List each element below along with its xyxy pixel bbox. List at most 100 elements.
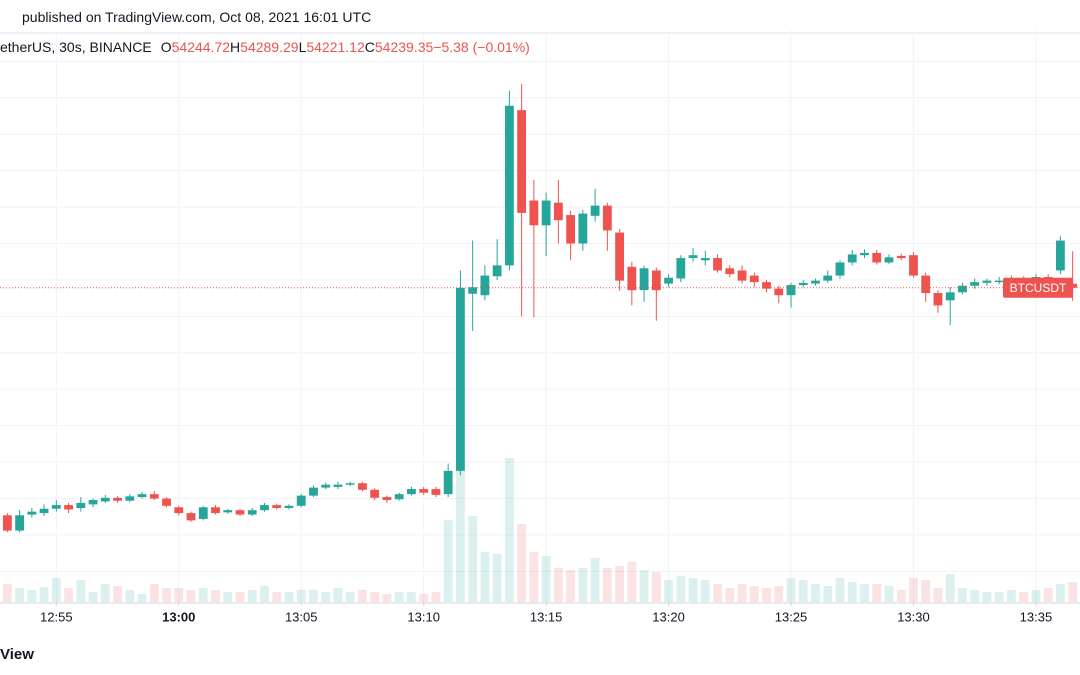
candle-body bbox=[186, 513, 196, 521]
volume-bar bbox=[247, 590, 257, 602]
volume-bar bbox=[27, 590, 37, 602]
volume-bar bbox=[1068, 582, 1078, 602]
candle-body bbox=[370, 489, 380, 498]
candle-body bbox=[198, 507, 208, 519]
volume-bar bbox=[492, 554, 502, 602]
volume-bar bbox=[296, 590, 306, 602]
candle-body bbox=[468, 287, 478, 294]
candle-body bbox=[921, 275, 931, 294]
volume-bar bbox=[431, 592, 441, 602]
volume-bar bbox=[443, 520, 453, 602]
ohlc-label: H bbox=[230, 39, 241, 55]
x-tick-label: 13:35 bbox=[1020, 609, 1053, 624]
volume-bar bbox=[884, 586, 894, 602]
volume-bar bbox=[113, 586, 122, 602]
volume-bar bbox=[566, 570, 576, 602]
candle-body bbox=[529, 200, 539, 226]
candle-body bbox=[51, 505, 61, 509]
candle-layer bbox=[2, 83, 1078, 533]
volume-bar bbox=[517, 524, 527, 602]
candle-body bbox=[333, 484, 343, 487]
candle-body bbox=[223, 510, 233, 513]
volume-bar bbox=[615, 566, 624, 602]
volume-bar bbox=[713, 584, 722, 602]
ohlc-label: C bbox=[364, 39, 375, 55]
candle-body bbox=[615, 232, 624, 281]
volume-bar bbox=[553, 568, 563, 602]
volume-bar bbox=[137, 594, 147, 602]
volume-bar bbox=[737, 584, 747, 602]
volume-bar bbox=[2, 584, 12, 602]
candle-body bbox=[88, 499, 98, 505]
volume-bar bbox=[676, 576, 686, 602]
candle-body bbox=[174, 507, 184, 514]
candle-body bbox=[39, 508, 49, 514]
volume-bar bbox=[541, 556, 551, 602]
volume-bar bbox=[1007, 590, 1016, 602]
candle-body bbox=[749, 275, 759, 283]
ohlc-value: 54244.72 bbox=[171, 39, 231, 55]
volume-bar bbox=[76, 580, 86, 602]
candle-body bbox=[113, 497, 122, 501]
symbol-tag-bg bbox=[1003, 277, 1073, 298]
volume-bar bbox=[382, 594, 392, 602]
volume-bar bbox=[847, 582, 857, 602]
volume-bar bbox=[860, 584, 869, 602]
candle-body bbox=[896, 255, 906, 259]
volume-layer bbox=[2, 458, 1078, 602]
volume-bar bbox=[504, 458, 514, 602]
volume-bar bbox=[994, 592, 1004, 602]
volume-bar bbox=[468, 516, 478, 602]
candle-body bbox=[762, 282, 771, 289]
candle-body bbox=[835, 262, 845, 276]
volume-bar bbox=[223, 592, 233, 602]
overlay-layer: BTCUSDT bbox=[0, 277, 1080, 298]
volume-bar bbox=[823, 586, 833, 602]
candle-body bbox=[517, 110, 527, 213]
candle-body bbox=[774, 288, 784, 296]
candle-body bbox=[64, 505, 73, 510]
candle-body bbox=[407, 489, 416, 495]
candle-body bbox=[578, 213, 588, 244]
volume-bar bbox=[774, 586, 784, 602]
candle-body bbox=[627, 266, 637, 291]
volume-bar bbox=[786, 578, 796, 602]
volume-bar bbox=[100, 584, 110, 602]
volume-bar bbox=[590, 558, 600, 602]
volume-bar bbox=[394, 592, 404, 602]
volume-bar bbox=[921, 580, 931, 602]
candle-body bbox=[15, 515, 24, 531]
candle-body bbox=[798, 282, 808, 286]
volume-bar bbox=[211, 590, 220, 602]
volume-bar bbox=[1031, 590, 1041, 602]
volume-bar bbox=[284, 592, 294, 602]
candle-body bbox=[149, 494, 159, 499]
volume-bar bbox=[627, 562, 637, 602]
candle-body bbox=[566, 215, 576, 244]
volume-bar bbox=[945, 574, 955, 602]
volume-bar bbox=[174, 588, 184, 602]
volume-bar bbox=[480, 552, 490, 602]
candle-body bbox=[688, 255, 698, 259]
candle-body bbox=[27, 511, 37, 515]
candle-body bbox=[456, 287, 465, 471]
volume-bar bbox=[186, 590, 196, 602]
candle-body bbox=[162, 498, 171, 506]
volume-bar bbox=[700, 580, 710, 602]
ohlc-label: L bbox=[298, 39, 307, 55]
volume-bar bbox=[639, 570, 649, 602]
candle-body bbox=[541, 200, 551, 226]
x-tick-label: 13:00 bbox=[162, 609, 195, 624]
volume-bar bbox=[309, 590, 318, 602]
volume-bar bbox=[762, 588, 771, 602]
volume-bar bbox=[725, 588, 735, 602]
candle-body bbox=[933, 293, 943, 306]
volume-bar bbox=[333, 588, 343, 602]
candle-body bbox=[394, 494, 404, 500]
volume-bar bbox=[909, 578, 918, 602]
candle-body bbox=[639, 268, 649, 291]
volume-bar bbox=[51, 578, 61, 602]
volume-bar bbox=[933, 588, 943, 602]
volume-bar bbox=[125, 590, 135, 602]
